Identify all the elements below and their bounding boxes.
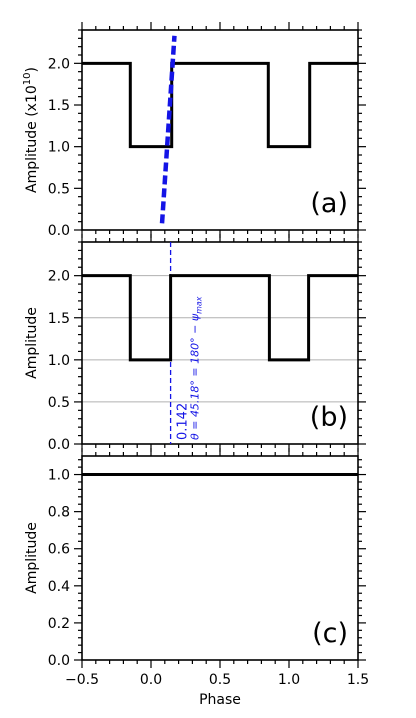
y-tick-label: 0.0: [48, 437, 70, 453]
y-tick-label: 0.5: [48, 395, 70, 411]
y-tick-label: 0.0: [48, 653, 70, 669]
y-tick-label: 0.6: [48, 542, 70, 558]
x-tick-label: −0.5: [65, 672, 99, 688]
x-tick-label: 1.5: [347, 672, 369, 688]
y-tick-label: 1.5: [48, 98, 70, 114]
y-axis-label: Amplitude (x1010): [22, 67, 40, 193]
fit-dashed-line: [159, 35, 177, 224]
x-tick-label: 0.0: [140, 672, 162, 688]
y-tick-label: 2.0: [48, 269, 70, 285]
theta-annotation: θ = 45.18° = 180° − ψmax: [189, 296, 204, 440]
amplitude-curve: [82, 61, 358, 149]
y-tick-label: 0.2: [48, 616, 70, 632]
phase-annotation-value: 0.142: [176, 403, 191, 440]
y-axis-label: Amplitude: [24, 307, 40, 379]
y-tick-label: 0.0: [48, 223, 70, 239]
y-tick-label: 2.0: [48, 56, 70, 72]
panel-label: (a): [310, 188, 348, 219]
x-axis-label: Phase: [199, 692, 241, 708]
y-tick-label: 0.8: [48, 505, 70, 521]
amplitude-curve: [82, 274, 358, 362]
y-tick-label: 0.4: [48, 579, 70, 595]
panel-a: 0.0 0.5 1.0 1.5 2.0 Amplitude (x1010) (a): [22, 22, 366, 239]
y-tick-label: 0.5: [48, 181, 70, 197]
x-tick-label: 1.0: [278, 672, 300, 688]
y-tick-label: 1.0: [48, 353, 70, 369]
y-tick-label: 1.5: [48, 311, 70, 327]
panel-label: (b): [310, 402, 348, 433]
panel-c: 0.0 0.2 0.4 0.6 0.8 1.0 Amplitude (c) −0.5 0.0 0.5…: [24, 448, 369, 708]
y-tick-label: 1.0: [48, 468, 70, 484]
x-tick-label: 0.5: [209, 672, 231, 688]
y-tick-label: 1.0: [48, 140, 70, 156]
y-axis-label: Amplitude: [24, 522, 40, 594]
panel-label: (c): [312, 618, 348, 649]
